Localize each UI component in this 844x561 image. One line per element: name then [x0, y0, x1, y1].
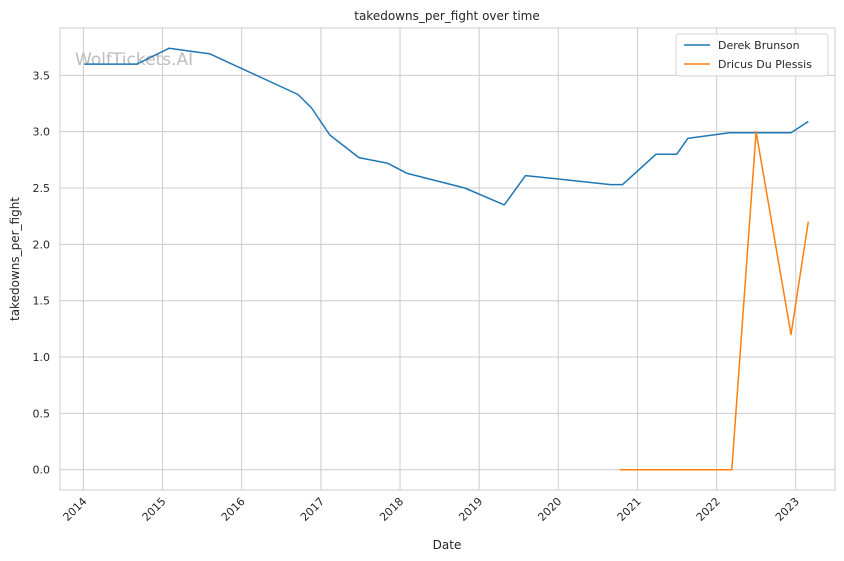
series-lines	[84, 47, 810, 471]
y-tick-label: 2.0	[33, 238, 51, 251]
y-tick-label: 2.5	[33, 182, 51, 195]
chart-title: takedowns_per_fight over time	[354, 9, 540, 23]
series-line-derek-brunson	[84, 47, 809, 206]
x-gridlines	[82, 28, 797, 490]
y-tick-labels: 0.0 0.5 1.0 1.5 2.0 2.5 3.0 3.5	[33, 69, 51, 476]
x-axis-title: Date	[433, 538, 462, 552]
y-tick-label: 3.0	[33, 126, 51, 139]
y-gridlines	[60, 74, 835, 471]
series-line-dricus-du-plessis	[619, 130, 810, 471]
y-tick-label: 1.0	[33, 351, 51, 364]
legend: Derek Brunson Dricus Du Plessis	[675, 33, 829, 77]
legend-label-dricus-du-plessis: Dricus Du Plessis	[718, 58, 812, 71]
y-tick-label: 1.5	[33, 295, 51, 308]
y-tick-label: 3.5	[33, 69, 51, 82]
watermark: WolfTickets.AI	[75, 50, 193, 70]
legend-box	[675, 33, 829, 77]
legend-label-derek-brunson: Derek Brunson	[718, 39, 800, 52]
plot-area-frame	[59, 27, 836, 491]
y-tick-label: 0.0	[33, 464, 51, 477]
y-axis-title: takedowns_per_fight	[8, 197, 22, 321]
y-tick-label: 0.5	[33, 407, 51, 420]
